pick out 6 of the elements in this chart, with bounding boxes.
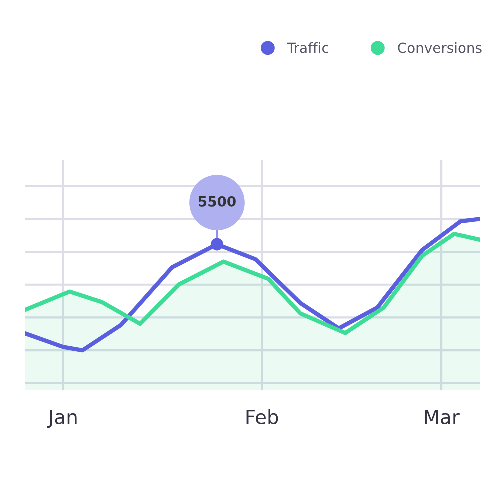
x-tick-label: Mar [425, 410, 460, 424]
legend-label: Traffic [287, 42, 328, 54]
x-tick-label: Feb [246, 409, 278, 424]
x-tick-label: Jan [47, 410, 77, 428]
legend-label: Conversions [398, 42, 482, 54]
annotation: 5500 [199, 196, 236, 207]
